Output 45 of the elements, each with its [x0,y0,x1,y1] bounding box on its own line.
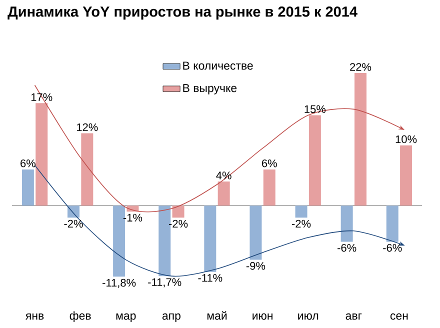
bar [172,206,184,218]
data-label: -6% [383,244,402,252]
bar [68,206,80,218]
bar [295,206,308,218]
data-label: 6% [262,159,277,168]
data-label: -6% [338,244,356,252]
bar [158,206,171,276]
x-tick-label: июн [252,313,272,320]
bar [308,115,321,206]
bar [400,145,412,206]
data-label: 10% [396,135,417,144]
legend-label: В выручке [183,84,237,94]
bar [386,206,398,242]
x-tick-label: фев [70,311,91,322]
data-label: 6% [20,159,36,168]
data-label: -9% [246,262,266,270]
bar [218,181,230,206]
bar [354,73,366,206]
data-label: 12% [76,123,98,132]
bar [36,103,48,206]
chart-title: Динамика YoY приростов на рынке в 2015 к 2014 [8,6,358,20]
bar [250,206,262,260]
data-label: -11,8% [102,278,136,288]
x-tick-label: мар [116,313,136,322]
x-tick-label: май [207,311,227,320]
data-label: -1% [123,214,142,222]
data-label: 15% [304,105,326,114]
x-tick-label: янв [26,314,44,320]
bar [22,169,34,206]
bar [113,206,126,277]
data-label: -2% [64,220,83,228]
data-label: -11,7% [148,278,182,288]
bar [340,206,353,242]
x-tick-label: сен [390,313,408,320]
bar [263,169,276,206]
bar [204,206,216,272]
legend-label: В количестве [183,62,253,70]
data-label: 22% [350,63,372,71]
data-label: -11% [198,274,222,282]
x-tick-label: апр [162,313,180,322]
data-label: -2% [292,220,311,228]
bar [81,133,94,206]
data-label: -2% [168,220,188,228]
x-tick-label: июл [298,313,318,320]
x-tick-label: авг [346,313,362,320]
